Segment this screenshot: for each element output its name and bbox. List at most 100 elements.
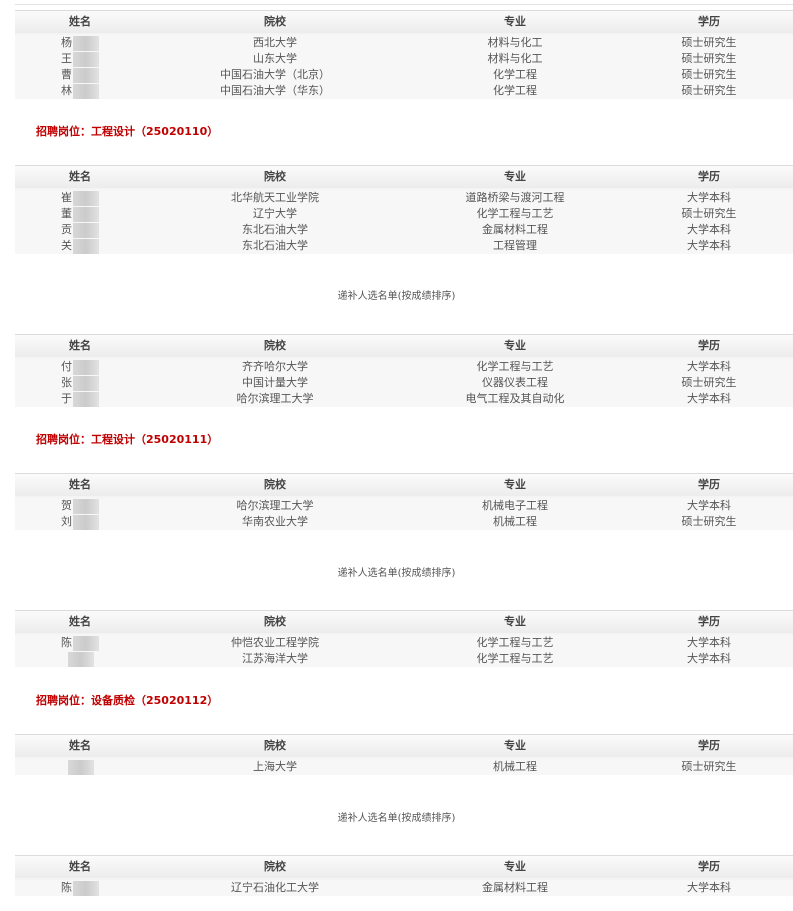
position-title: 招聘岗位：工程设计（25020111）: [36, 433, 219, 446]
column-header: 专业: [504, 615, 526, 628]
column-header: 姓名: [69, 739, 91, 752]
school-cell: 中国石油大学（华东）: [220, 84, 330, 97]
redacted-name-mask: [73, 190, 99, 206]
table-header: 姓名 院校 专业 学历: [15, 734, 793, 759]
name-cell: [15, 651, 145, 667]
column-header: 专业: [504, 170, 526, 183]
column-header: 院校: [264, 339, 286, 352]
degree-cell: 硕士研究生: [681, 36, 737, 49]
name-cell: 陈: [15, 880, 145, 896]
surname: 崔: [61, 191, 72, 204]
degree-cell: 大学本科: [687, 499, 731, 512]
redacted-name-mask: [73, 83, 99, 99]
surname: 贺: [61, 499, 72, 512]
table-row: 杨 西北大学 材料与化工 硕士研究生: [15, 35, 793, 51]
redacted-name-mask: [73, 222, 99, 238]
table-header: 姓名 院校 专业 学历: [15, 334, 793, 359]
table-row: 崔 北华航天工业学院 道路桥梁与渡河工程 大学本科: [15, 190, 793, 206]
table-row: 付 齐齐哈尔大学 化学工程与工艺 大学本科: [15, 359, 793, 375]
name-cell: 付: [15, 359, 145, 375]
redacted-name-mask: [73, 880, 99, 896]
name-cell: 贡: [15, 222, 145, 238]
redacted-name-mask: [73, 67, 99, 83]
surname: 王: [61, 52, 72, 65]
major-cell: 化学工程与工艺: [476, 360, 554, 373]
substitute-list-label: 递补人选名单(按成绩排序): [337, 291, 456, 302]
substitute-list-label: 递补人选名单(按成绩排序): [337, 813, 456, 824]
table-row: 贡 东北石油大学 金属材料工程 大学本科: [15, 222, 793, 238]
surname: 付: [61, 360, 72, 373]
school-cell: 中国石油大学（北京）: [220, 68, 330, 81]
column-header: 学历: [698, 615, 720, 628]
degree-cell: 大学本科: [687, 652, 731, 665]
table-header: 姓名 院校 专业 学历: [15, 10, 793, 35]
redacted-name-mask: [73, 238, 99, 254]
table-row: 贺 哈尔滨理工大学 机械电子工程 大学本科: [15, 498, 793, 514]
name-cell: 贺: [15, 498, 145, 514]
column-header: 院校: [264, 739, 286, 752]
table-row: 曹 中国石油大学（北京） 化学工程 硕士研究生: [15, 67, 793, 83]
school-cell: 哈尔滨理工大学: [236, 392, 314, 405]
major-cell: 材料与化工: [487, 36, 543, 49]
column-header: 学历: [698, 860, 720, 873]
column-header: 学历: [698, 15, 720, 28]
major-cell: 仪器仪表工程: [482, 376, 548, 389]
column-header: 姓名: [69, 615, 91, 628]
major-cell: 机械电子工程: [482, 499, 548, 512]
redacted-name-mask: [73, 498, 99, 514]
column-header: 院校: [264, 170, 286, 183]
major-cell: 机械工程: [493, 760, 537, 773]
redacted-name-mask: [73, 51, 99, 67]
surname: 杨: [61, 36, 72, 49]
school-cell: 辽宁石油化工大学: [231, 881, 319, 894]
name-cell: 王: [15, 51, 145, 67]
candidate-table: 姓名 院校 专业 学历崔北华航天工业学院 道路桥梁与渡河工程 大学本科董辽宁大学 化学工程与…: [15, 165, 793, 254]
candidate-table: 姓名 院校 专业 学历杨西北大学 材料与化工 硕士研究生王山东大学 材料与化工 硕士研究生曹中…: [15, 10, 793, 99]
name-cell: 曹: [15, 67, 145, 83]
column-header: 院校: [264, 15, 286, 28]
column-header: 姓名: [69, 170, 91, 183]
table-header: 姓名 院校 专业 学历: [15, 473, 793, 498]
school-cell: 辽宁大学: [253, 207, 297, 220]
major-cell: 化学工程与工艺: [476, 652, 554, 665]
school-cell: 中国计量大学: [242, 376, 308, 389]
table-row: 王 山东大学 材料与化工 硕士研究生: [15, 51, 793, 67]
school-cell: 东北石油大学: [242, 223, 308, 236]
degree-cell: 大学本科: [687, 881, 731, 894]
name-cell: 关: [15, 238, 145, 254]
name-cell: 于: [15, 391, 145, 407]
major-cell: 化学工程: [493, 68, 537, 81]
name-cell: 林: [15, 83, 145, 99]
school-cell: 仲恺农业工程学院: [231, 636, 319, 649]
degree-cell: 硕士研究生: [681, 207, 737, 220]
surname: 陈: [61, 636, 72, 649]
degree-cell: 大学本科: [687, 239, 731, 252]
redacted-name-mask: [73, 375, 99, 391]
column-header: 院校: [264, 478, 286, 491]
major-cell: 化学工程与工艺: [476, 636, 554, 649]
table-row: 于 哈尔滨理工大学 电气工程及其自动化 大学本科: [15, 391, 793, 407]
redacted-name-mask: [67, 759, 94, 775]
surname: 关: [61, 239, 72, 252]
school-cell: 齐齐哈尔大学: [242, 360, 308, 373]
degree-cell: 硕士研究生: [681, 760, 737, 773]
table-row: 陈 辽宁石油化工大学 金属材料工程 大学本科: [15, 880, 793, 896]
column-header: 专业: [504, 15, 526, 28]
name-cell: 杨: [15, 35, 145, 51]
surname: 董: [61, 207, 72, 220]
degree-cell: 硕士研究生: [681, 52, 737, 65]
name-cell: 董: [15, 206, 145, 222]
major-cell: 材料与化工: [487, 52, 543, 65]
candidate-table: 姓名 院校 专业 学历贺 哈尔滨理工大学 机械电子工程 大学本科刘 华南农业大学 机械工程 硕士研…: [15, 473, 793, 530]
name-cell: 刘: [15, 514, 145, 530]
column-header: 专业: [504, 478, 526, 491]
degree-cell: 大学本科: [687, 223, 731, 236]
redacted-name-mask: [73, 514, 99, 530]
table-row: 刘 华南农业大学 机械工程 硕士研究生: [15, 514, 793, 530]
column-header: 院校: [264, 860, 286, 873]
name-cell: [15, 759, 145, 775]
school-cell: 华南农业大学: [242, 515, 308, 528]
school-cell: 上海大学: [253, 760, 297, 773]
position-title: 招聘岗位：设备质检（25020112）: [36, 694, 219, 707]
table-row: 江苏海洋大学 化学工程与工艺 大学本科: [15, 651, 793, 667]
